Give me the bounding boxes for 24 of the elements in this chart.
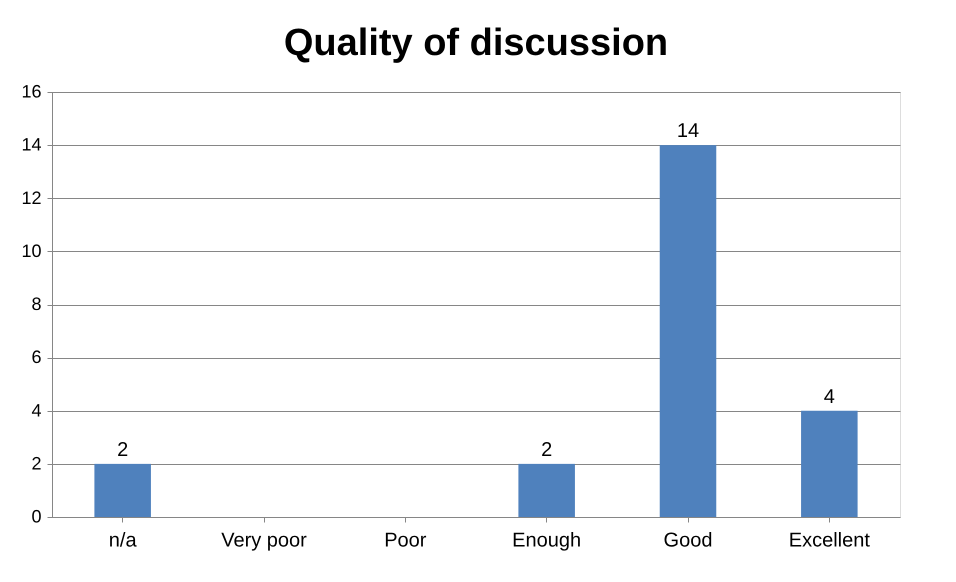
x-tick-label: Poor [384, 530, 427, 552]
x-tick-label: Good [664, 530, 712, 552]
y-tick-label: 8 [31, 294, 42, 314]
y-tick-label: 4 [31, 400, 42, 420]
y-tick-label: 0 [31, 506, 42, 526]
y-tick-label: 14 [21, 134, 42, 155]
data-label: 2 [117, 438, 128, 461]
x-tick-label: Enough [512, 530, 582, 552]
x-tick-label: n/a [108, 530, 138, 552]
chart-title: Quality of discussion [284, 22, 668, 64]
x-tick-label: Excellent [788, 530, 870, 552]
y-tick-label: 12 [21, 188, 42, 208]
x-tick-label: Very poor [221, 530, 308, 552]
y-tick-label: 16 [21, 82, 42, 102]
y-tick-label: 2 [31, 453, 42, 474]
data-label: 14 [676, 120, 700, 142]
y-tick-label: 10 [21, 240, 42, 261]
bar [94, 464, 151, 517]
data-label: 2 [541, 438, 552, 461]
bar [801, 410, 858, 517]
data-label: 4 [824, 386, 835, 408]
bar [518, 464, 575, 517]
bar [660, 145, 716, 517]
y-tick-label: 6 [31, 347, 42, 368]
